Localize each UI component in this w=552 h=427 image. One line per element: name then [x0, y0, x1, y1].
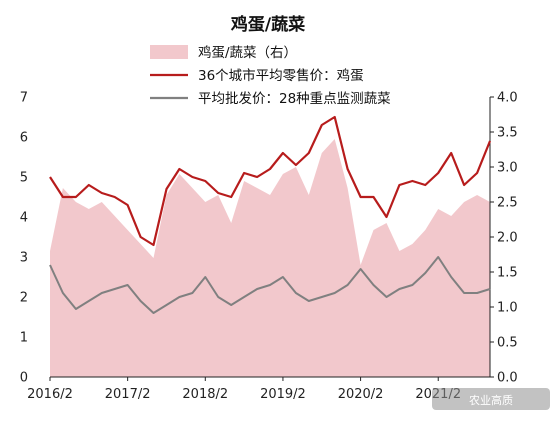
x-tick-label: 2019/2: [260, 387, 306, 402]
legend-label: 鸡蛋/蔬菜（右）: [198, 44, 297, 61]
right-y-tick-label: 0.0: [497, 371, 518, 386]
left-y-tick-label: 7: [20, 91, 28, 106]
area-layer: [50, 139, 490, 377]
left-y-tick-label: 4: [20, 211, 28, 226]
watermark: 农业高质: [432, 388, 550, 410]
left-y-tick-label: 6: [20, 131, 28, 146]
right-y-tick-label: 0.5: [497, 336, 518, 351]
right-y-tick-label: 1.0: [497, 301, 518, 316]
right-y-tick-label: 2.5: [497, 196, 518, 211]
legend-label: 36个城市平均零售价：鸡蛋: [198, 67, 364, 84]
left-y-tick-label: 2: [20, 291, 28, 306]
x-tick-label: 2016/2: [27, 387, 73, 402]
series-area-egg-veg-ratio: [50, 139, 490, 377]
series-line-egg-retail-price: [49, 115, 492, 247]
left-y-tick-label: 5: [20, 171, 28, 186]
tick-labels-layer: 0 1 2 3 4 5 6 7 0.0 0.5 1.0 1.5 2.0 2.5 3.0 3.5 4.0 2016/…: [20, 91, 518, 403]
right-y-tick-label: 3.0: [497, 161, 518, 176]
watermark-text: 农业高质: [469, 393, 513, 407]
chart-title: 鸡蛋/蔬菜: [230, 14, 306, 35]
left-y-tick-label: 0: [20, 371, 28, 386]
right-y-tick-label: 1.5: [497, 266, 518, 281]
x-tick-label: 2018/2: [182, 387, 228, 402]
watermark-background: [432, 388, 550, 410]
right-y-tick-label: 2.0: [497, 231, 518, 246]
right-y-tick-label: 4.0: [497, 91, 518, 106]
left-y-tick-label: 1: [20, 331, 28, 346]
lines-layer: [49, 115, 492, 314]
legend-swatch-area: [150, 45, 188, 59]
right-y-tick-label: 3.5: [497, 126, 518, 141]
x-tick-label: 2017/2: [105, 387, 151, 402]
series-line-vegetable-wholesale-price: [49, 256, 491, 314]
left-y-tick-label: 3: [20, 251, 28, 266]
x-tick-label: 2020/2: [338, 387, 384, 402]
legend-label: 平均批发价：28种重点监测蔬菜: [198, 91, 391, 107]
